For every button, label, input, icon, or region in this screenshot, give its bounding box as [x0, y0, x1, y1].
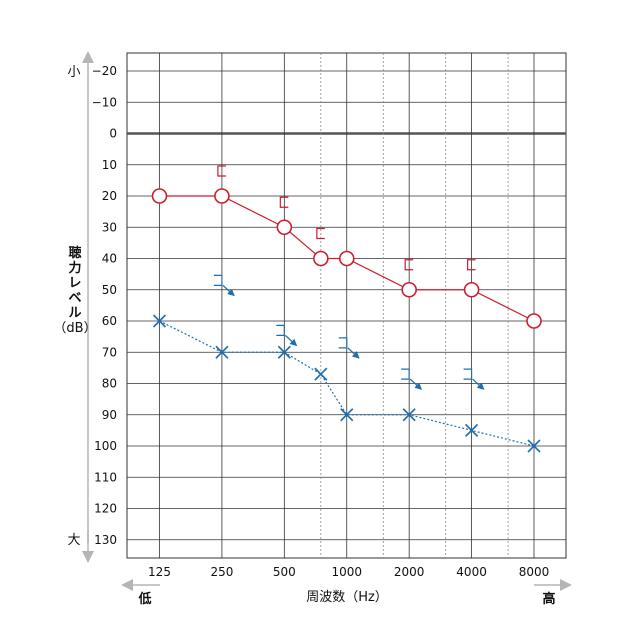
y-tick-label: 100: [94, 439, 117, 453]
y-tick-label: 60: [102, 314, 117, 328]
y-tick-label: 20: [102, 189, 117, 203]
grid: [127, 53, 566, 558]
data-point-cross: [402, 408, 416, 422]
x-axis-label: 周波数（Hz）: [306, 590, 388, 605]
bracket-shape: [276, 324, 285, 336]
bracket-shape: [463, 368, 473, 380]
cross-stroke: [465, 423, 479, 437]
y-tick-label: 130: [94, 533, 117, 547]
x-tick-label: 250: [210, 565, 233, 579]
y-tick-label: 70: [102, 345, 117, 359]
cross-stroke: [402, 408, 416, 422]
bone-conduction-bracket: [404, 259, 414, 271]
y-tick-label: −10: [92, 95, 117, 109]
data-point-circle: [338, 250, 355, 267]
data-point-circle: [276, 219, 293, 236]
bone-conduction-bracket: [279, 196, 289, 208]
scale-out-arrow: [222, 284, 235, 297]
data-point-circle: [214, 188, 230, 204]
y-label-char-1: 聴: [68, 245, 81, 261]
y-tick-label: 0: [109, 127, 117, 141]
x-low-label: 低: [137, 591, 151, 607]
x-tick-label: 2000: [394, 565, 425, 579]
x-tick-label: 8000: [519, 565, 550, 579]
y-tick-label: 50: [102, 283, 117, 297]
x-tick-label: 4000: [456, 565, 487, 579]
data-point-cross: [277, 345, 291, 359]
masked-bone-bracket: [401, 368, 423, 390]
y-label-char-3: レ: [68, 276, 81, 291]
y-tick-label: 110: [94, 470, 117, 484]
masked-bone-bracket: [276, 324, 298, 347]
masked-bone-bracket: [338, 337, 360, 359]
data-point-circle: [401, 281, 417, 298]
y-tick-label: 40: [102, 252, 117, 266]
data-point-cross: [215, 345, 229, 359]
cross-stroke: [340, 408, 354, 422]
masked-bone-bracket: [213, 274, 235, 297]
bone-conduction-bracket: [316, 227, 325, 240]
data-point-circle: [151, 188, 168, 204]
cross-stroke: [215, 345, 229, 359]
bracket-shape: [213, 274, 223, 286]
bracket-shape: [338, 337, 348, 349]
scale-out-arrow: [284, 334, 298, 347]
y-tick-label: 30: [102, 220, 117, 234]
series-line: [159, 320, 535, 447]
bone-conduction-bracket: [217, 165, 226, 177]
x-tick-label: 500: [273, 565, 296, 579]
scale-out-arrow: [347, 347, 360, 359]
data-point-circle: [526, 313, 542, 329]
cross-stroke: [277, 345, 291, 359]
data-point-cross: [152, 314, 167, 328]
y-label-unit: （dB）: [53, 321, 96, 336]
masked-bone-bracket: [463, 368, 485, 390]
cross-stroke: [152, 314, 167, 328]
tick-labels: −20 −10 0 10 20 30 40 50 60 70 80 90 100 110 120 130 125…: [92, 64, 550, 579]
y-tick-label: −20: [92, 64, 117, 78]
y-label-char-4: ベ: [68, 291, 81, 306]
scale-out-arrow: [409, 378, 423, 390]
y-large-label: 大: [67, 533, 80, 548]
y-tick-label: 120: [94, 502, 117, 516]
cross-stroke: [314, 367, 328, 381]
x-tick-label: 1000: [331, 565, 362, 579]
x-tick-label: 125: [148, 565, 171, 579]
y-axis-label: 聴 力 レ ベ ル （dB）: [53, 245, 96, 336]
y-label-char-5: ル: [68, 306, 81, 321]
data-point-cross: [314, 367, 328, 381]
series-line: [159, 195, 535, 322]
y-tick-label: 90: [102, 408, 117, 422]
y-small-label: 小: [67, 65, 80, 80]
bone-conduction-bracket: [466, 259, 476, 271]
x-high-label: 高: [542, 591, 555, 607]
data-point-circle: [313, 250, 329, 267]
data-point-cross: [527, 439, 541, 453]
series-layer: [151, 165, 542, 453]
scale-out-arrow: [472, 378, 485, 390]
y-label-char-2: 力: [68, 260, 81, 276]
y-tick-label: 10: [102, 158, 117, 172]
data-point-cross: [465, 423, 479, 437]
cross-stroke: [527, 439, 541, 453]
data-point-circle: [463, 281, 480, 298]
bracket-shape: [401, 368, 410, 380]
data-point-cross: [340, 408, 354, 422]
y-tick-label: 80: [102, 377, 117, 391]
